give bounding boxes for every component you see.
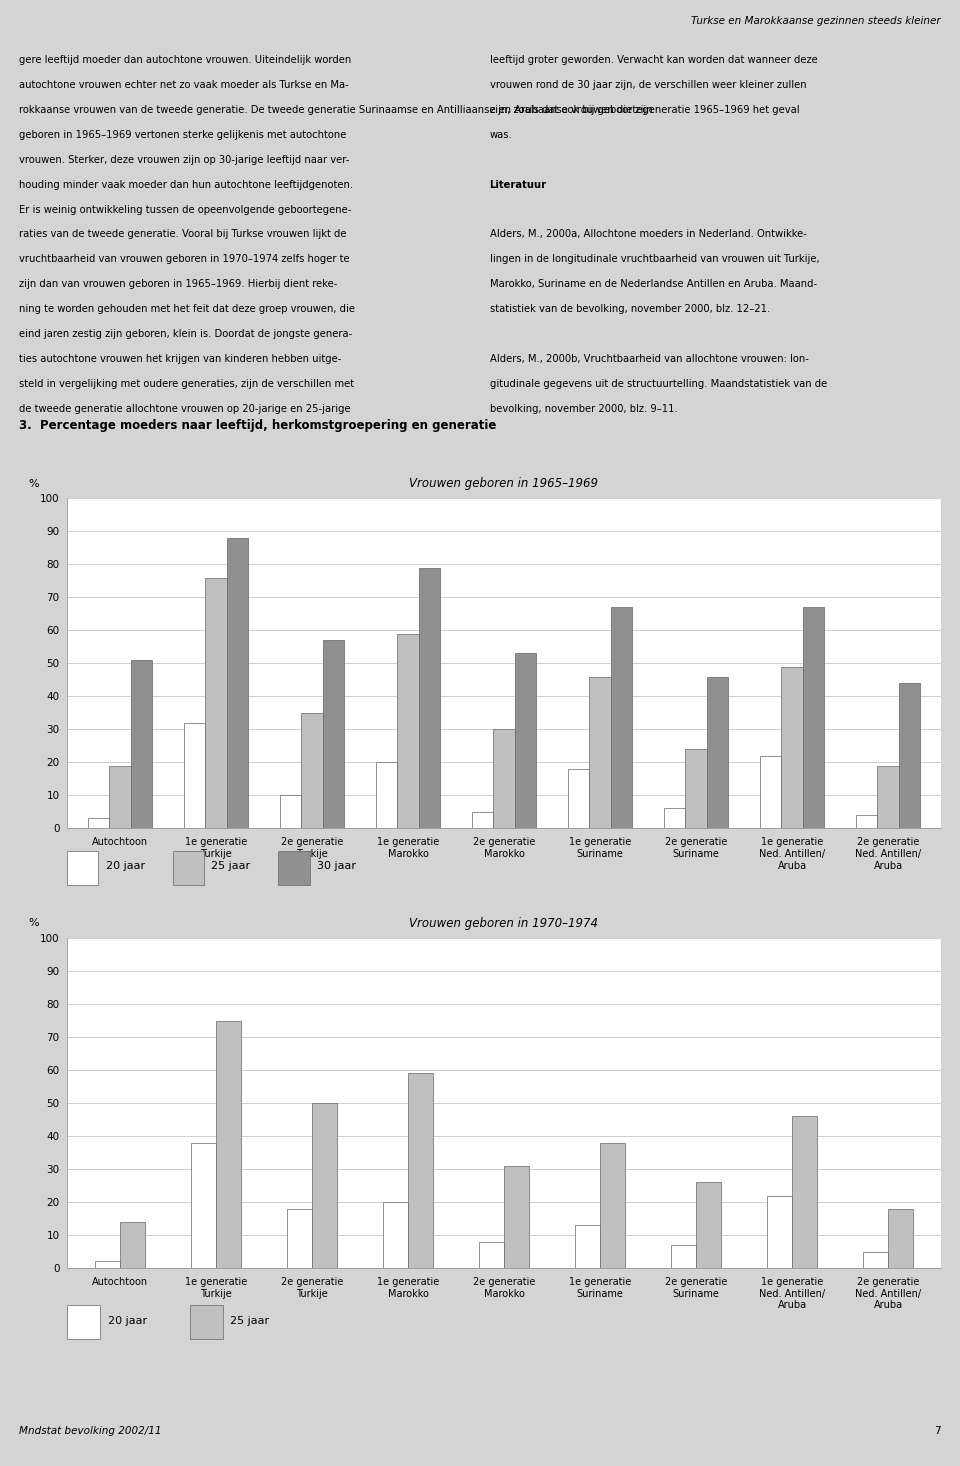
Text: Literatuur: Literatuur [490, 180, 547, 189]
Text: Vrouwen geboren in 1965–1969: Vrouwen geboren in 1965–1969 [410, 478, 598, 490]
FancyBboxPatch shape [67, 850, 99, 885]
Bar [515, 654, 536, 828]
Bar [131, 660, 152, 828]
Bar [696, 1182, 721, 1268]
Text: Marokko, Suriname en de Nederlandse Antillen en Aruba. Maand-: Marokko, Suriname en de Nederlandse Anti… [490, 280, 817, 289]
Bar [888, 1208, 913, 1268]
Bar [287, 1208, 312, 1268]
Bar [589, 677, 611, 828]
Text: was.: was. [490, 130, 513, 139]
Text: rokkaanse vrouwen van de tweede generatie. De tweede generatie Surinaamse en Ant: rokkaanse vrouwen van de tweede generati… [19, 106, 653, 114]
Bar [191, 1143, 216, 1268]
Bar [685, 749, 707, 828]
Bar [376, 762, 397, 828]
Bar [312, 1102, 337, 1268]
Bar [611, 607, 632, 828]
Bar [781, 667, 803, 828]
Text: Alders, M., 2000a, Allochtone moeders in Nederland. Ontwikke-: Alders, M., 2000a, Allochtone moeders in… [490, 230, 806, 239]
Bar [767, 1196, 792, 1268]
Text: zijn dan van vrouwen geboren in 1965–1969. Hierbij dient reke-: zijn dan van vrouwen geboren in 1965–196… [19, 280, 338, 289]
Bar [575, 1226, 600, 1268]
FancyBboxPatch shape [278, 850, 309, 885]
Bar [479, 1242, 504, 1268]
Bar [568, 768, 589, 828]
Text: eind jaren zestig zijn geboren, klein is. Doordat de jongste genera-: eind jaren zestig zijn geboren, klein is… [19, 328, 352, 339]
Bar [600, 1143, 625, 1268]
Text: autochtone vrouwen echter net zo vaak moeder als Turkse en Ma-: autochtone vrouwen echter net zo vaak mo… [19, 79, 348, 89]
Bar [88, 818, 109, 828]
Text: 3.  Percentage moeders naar leeftijd, herkomstgroepering en generatie: 3. Percentage moeders naar leeftijd, her… [19, 419, 496, 432]
Bar [184, 723, 205, 828]
Text: 20 jaar: 20 jaar [106, 862, 145, 871]
Text: Vrouwen geboren in 1970–1974: Vrouwen geboren in 1970–1974 [410, 918, 598, 929]
Text: Turkse en Marokkaanse gezinnen steeds kleiner: Turkse en Marokkaanse gezinnen steeds kl… [691, 16, 941, 25]
Text: 25 jaar: 25 jaar [230, 1316, 270, 1325]
Text: raties van de tweede generatie. Vooral bij Turkse vrouwen lijkt de: raties van de tweede generatie. Vooral b… [19, 230, 347, 239]
Bar [408, 1073, 433, 1268]
Text: steld in vergelijking met oudere generaties, zijn de verschillen met: steld in vergelijking met oudere generat… [19, 378, 354, 388]
Text: leeftijd groter geworden. Verwacht kan worden dat wanneer deze: leeftijd groter geworden. Verwacht kan w… [490, 54, 817, 65]
Bar [227, 538, 248, 828]
Bar [216, 1020, 241, 1268]
Bar [856, 815, 877, 828]
Bar [707, 677, 728, 828]
Text: ties autochtone vrouwen het krijgen van kinderen hebben uitge-: ties autochtone vrouwen het krijgen van … [19, 353, 342, 364]
Bar [671, 1245, 696, 1268]
Text: %: % [28, 478, 38, 488]
Text: ning te worden gehouden met het feit dat deze groep vrouwen, die: ning te worden gehouden met het feit dat… [19, 305, 355, 314]
Text: Mndstat bevolking 2002/11: Mndstat bevolking 2002/11 [19, 1426, 161, 1435]
Bar [120, 1223, 145, 1268]
Bar [899, 683, 920, 828]
Bar [504, 1165, 529, 1268]
Text: houding minder vaak moeder dan hun autochtone leeftijdgenoten.: houding minder vaak moeder dan hun autoc… [19, 180, 353, 189]
Bar [664, 808, 685, 828]
Text: 25 jaar: 25 jaar [211, 862, 251, 871]
Text: vrouwen. Sterker, deze vrouwen zijn op 30-jarige leeftijd naar ver-: vrouwen. Sterker, deze vrouwen zijn op 3… [19, 155, 349, 164]
Bar [383, 1202, 408, 1268]
Bar [803, 607, 824, 828]
Text: Alders, M., 2000b, Vruchtbaarheid van allochtone vrouwen: lon-: Alders, M., 2000b, Vruchtbaarheid van al… [490, 355, 808, 364]
Text: zijn, zoals dat ook bij geboortegeneratie 1965–1969 het geval: zijn, zoals dat ook bij geboortegenerati… [490, 106, 800, 114]
Bar [323, 641, 344, 828]
Text: lingen in de longitudinale vruchtbaarheid van vrouwen uit Turkije,: lingen in de longitudinale vruchtbaarhei… [490, 255, 819, 264]
Bar [397, 633, 419, 828]
Text: 20 jaar: 20 jaar [108, 1316, 147, 1325]
Text: vruchtbaarheid van vrouwen geboren in 1970–1974 zelfs hoger te: vruchtbaarheid van vrouwen geboren in 19… [19, 255, 349, 264]
FancyBboxPatch shape [190, 1306, 223, 1340]
FancyBboxPatch shape [173, 850, 204, 885]
Bar [95, 1261, 120, 1268]
Text: 7: 7 [934, 1426, 941, 1435]
Bar [877, 765, 899, 828]
Text: %: % [28, 918, 38, 928]
Bar [419, 567, 440, 828]
Bar [301, 712, 323, 828]
Bar [205, 578, 227, 828]
Bar [760, 756, 781, 828]
Bar [792, 1117, 817, 1268]
Text: Er is weinig ontwikkeling tussen de opeenvolgende geboortegene-: Er is weinig ontwikkeling tussen de opee… [19, 205, 351, 214]
Bar [109, 765, 131, 828]
Bar [280, 795, 301, 828]
Text: vrouwen rond de 30 jaar zijn, de verschillen weer kleiner zullen: vrouwen rond de 30 jaar zijn, de verschi… [490, 79, 806, 89]
Text: gitudinale gegevens uit de structuurtelling. Maandstatistiek van de: gitudinale gegevens uit de structuurtell… [490, 380, 827, 388]
Text: gere leeftijd moeder dan autochtone vrouwen. Uiteindelijk worden: gere leeftijd moeder dan autochtone vrou… [19, 54, 351, 65]
Bar [472, 812, 493, 828]
Text: de tweede generatie allochtone vrouwen op 20-jarige en 25-jarige: de tweede generatie allochtone vrouwen o… [19, 403, 350, 413]
Text: 30 jaar: 30 jaar [317, 862, 356, 871]
Text: statistiek van de bevolking, november 2000, blz. 12–21.: statistiek van de bevolking, november 20… [490, 305, 770, 314]
Bar [863, 1252, 888, 1268]
FancyBboxPatch shape [67, 1306, 100, 1340]
Text: geboren in 1965–1969 vertonen sterke gelijkenis met autochtone: geboren in 1965–1969 vertonen sterke gel… [19, 130, 347, 139]
Text: bevolking, november 2000, blz. 9–11.: bevolking, november 2000, blz. 9–11. [490, 405, 678, 413]
Bar [493, 729, 515, 828]
